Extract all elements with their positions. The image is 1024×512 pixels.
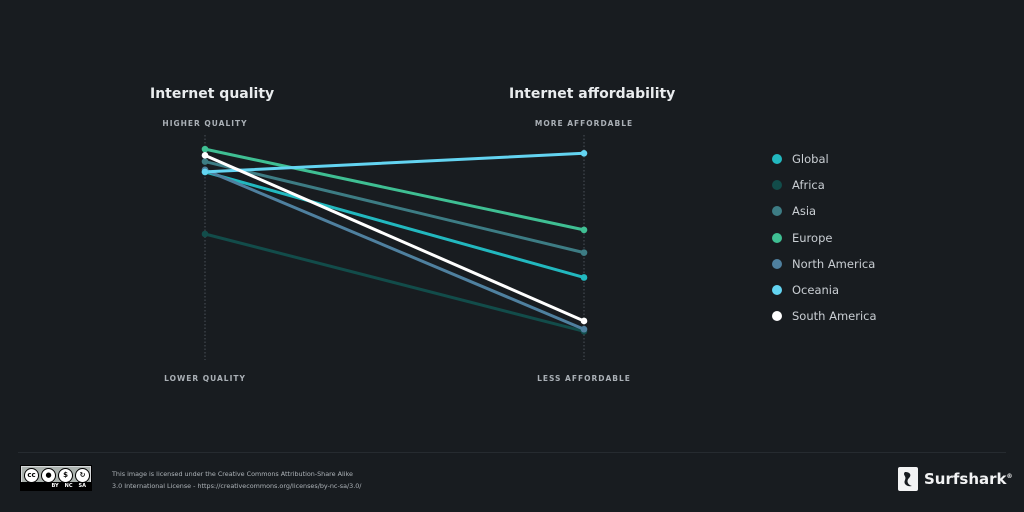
legend-item-north-america: North America: [772, 251, 877, 277]
legend-item-europe: Europe: [772, 225, 877, 251]
attribution-icon: ●: [41, 467, 56, 483]
series-line-oceania: [203, 151, 586, 174]
creative-commons-badge: cc ● $ ↻ BY NC SA: [20, 465, 92, 491]
sharealike-icon: ↻: [75, 467, 90, 483]
registered-mark: ®: [1006, 473, 1013, 480]
data-point-europe-quality: [201, 145, 209, 153]
series-line-europe: [203, 147, 586, 232]
left-axis-top-label: HIGHER QUALITY: [162, 119, 248, 128]
legend-swatch-south-america: [772, 311, 782, 322]
license-line-1: This image is licensed under the Creativ…: [112, 470, 353, 478]
series-line-north-america: [203, 168, 586, 331]
surfshark-icon: [898, 467, 918, 491]
left-column-title: Internet quality: [150, 86, 275, 102]
data-point-global-affordability: [580, 274, 588, 281]
legend-label-asia: Asia: [792, 204, 817, 219]
noncommercial-icon: $: [58, 467, 73, 483]
legend-swatch-north-america: [772, 258, 782, 269]
footer-divider: [18, 452, 1006, 453]
data-point-oceania-quality: [201, 168, 209, 176]
legend-label-north-america: North America: [792, 256, 876, 271]
cc-tag-by: BY: [51, 483, 59, 489]
cc-tag-sa: SA: [78, 483, 86, 489]
legend-swatch-africa: [772, 180, 782, 191]
series-line-global: [203, 170, 586, 279]
legend-swatch-global: [772, 154, 782, 165]
brand-logo: Surfshark®: [897, 466, 1013, 492]
legend-item-oceania: Oceania: [772, 277, 877, 303]
data-point-africa-quality: [201, 230, 209, 238]
right-axis-top-label: MORE AFFORDABLE: [534, 119, 634, 128]
license-line-2: 3.0 International License - https://crea…: [112, 482, 362, 490]
brand-name: Surfshark: [924, 470, 1007, 488]
license-text: This image is licensed under the Creativ…: [112, 468, 392, 492]
data-point-south-america-quality: [201, 152, 209, 159]
right-column-title: Internet affordability: [509, 86, 676, 102]
legend-swatch-asia: [772, 206, 782, 217]
legend-item-global: Global: [772, 146, 877, 172]
cc-tag-nc: NC: [64, 483, 73, 489]
left-axis-bottom-label: LOWER QUALITY: [164, 374, 246, 383]
legend-swatch-europe: [772, 232, 782, 243]
data-point-oceania-affordability: [580, 149, 588, 157]
legend-label-europe: Europe: [792, 230, 833, 245]
series-line-asia: [203, 160, 586, 255]
data-point-asia-affordability: [580, 249, 588, 256]
legend-label-south-america: South America: [792, 309, 877, 324]
legend-label-africa: Africa: [792, 178, 825, 193]
legend-item-south-america: South America: [772, 303, 877, 329]
legend: Global Africa Asia Europe North America Ocean…: [772, 146, 877, 329]
cc-icon: cc: [24, 467, 39, 483]
data-point-europe-affordability: [580, 226, 588, 234]
series-line-south-america: [203, 153, 586, 323]
data-point-north-america-affordability: [580, 325, 588, 333]
data-point-south-america-affordability: [580, 317, 588, 325]
legend-label-global: Global: [792, 152, 829, 167]
legend-swatch-oceania: [772, 285, 782, 296]
series-line-africa: [203, 232, 586, 333]
legend-label-oceania: Oceania: [792, 283, 840, 298]
legend-item-asia: Asia: [772, 198, 877, 224]
legend-item-africa: Africa: [772, 172, 877, 198]
right-axis-bottom-label: LESS AFFORDABLE: [537, 374, 631, 383]
data-point-asia-quality: [201, 158, 209, 165]
